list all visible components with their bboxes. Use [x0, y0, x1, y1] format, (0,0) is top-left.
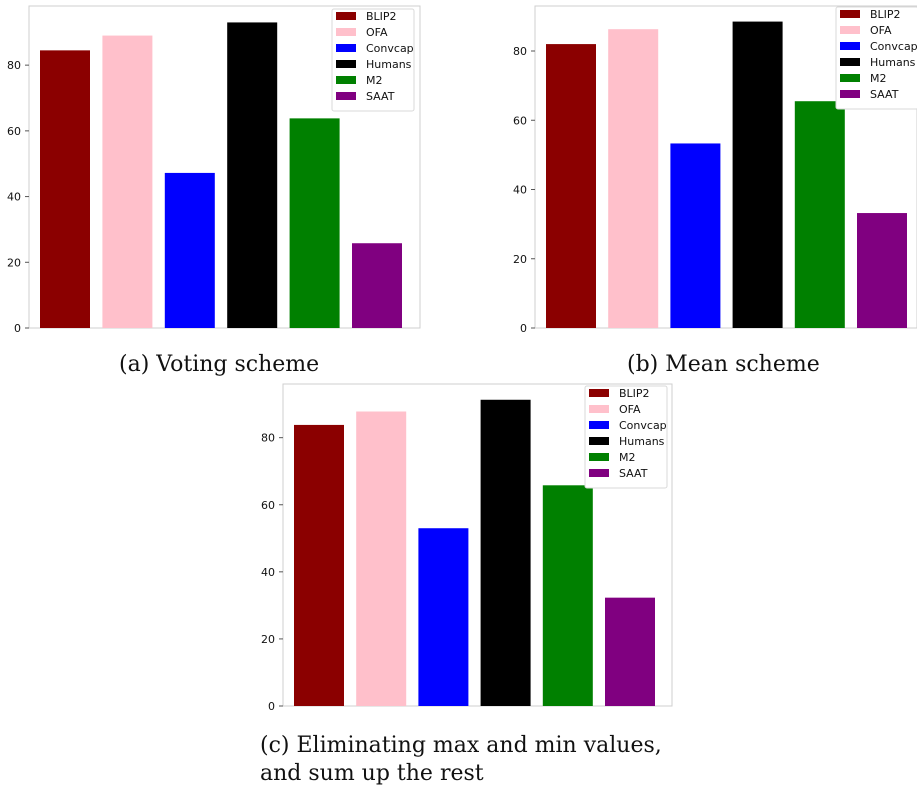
bar-convcap [670, 143, 721, 328]
bar-ofa [102, 35, 153, 328]
legend-swatch-saat [840, 90, 860, 98]
legend-label-ofa: OFA [366, 26, 388, 39]
bar-saat [352, 243, 402, 328]
legend-swatch-saat [336, 92, 356, 100]
y-tick-label: 60 [513, 114, 527, 127]
bar-m2 [794, 101, 845, 328]
y-tick-label: 40 [513, 184, 527, 197]
legend-label-blip2: BLIP2 [870, 8, 901, 21]
bar-blip2 [294, 424, 344, 706]
y-tick-label: 80 [261, 432, 275, 445]
legend-label-saat: SAAT [870, 88, 899, 101]
bar-saat [605, 597, 655, 706]
bar-humans [732, 21, 783, 328]
y-tick-label: 80 [7, 59, 21, 72]
y-tick-label: 20 [7, 256, 21, 269]
legend-label-ofa: OFA [870, 24, 892, 37]
y-tick-label: 20 [261, 633, 275, 646]
bar-m2 [289, 118, 340, 328]
y-tick-label: 60 [261, 499, 275, 512]
legend-label-humans: Humans [870, 56, 916, 69]
y-tick-label: 0 [268, 700, 275, 713]
bar-convcap [418, 528, 469, 706]
legend-label-convcap: Convcap [619, 419, 667, 432]
y-tick-label: 40 [261, 566, 275, 579]
y-tick-label: 80 [513, 45, 527, 58]
legend-label-saat: SAAT [366, 90, 395, 103]
bar-chart-c: 0 20 40 60 80 BLIP2 OFA Convcap Humans M2 SAAT [261, 383, 673, 713]
caption-b: (b) Mean scheme [627, 352, 820, 377]
bar-saat [857, 213, 907, 328]
caption-a: (a) Voting scheme [119, 352, 320, 377]
bar-chart-b: 0 20 40 60 80 BLIP2 OFA Convcap Humans M2 SAAT [513, 5, 917, 335]
legend-swatch-blip2 [336, 12, 356, 20]
legend-label-humans: Humans [619, 435, 665, 448]
legend-label-m2: M2 [870, 72, 887, 85]
legend-label-ofa: OFA [619, 403, 641, 416]
bar-chart-a: 0 20 40 60 80 BLIP2 OFA Convcap Humans M2 SAAT [7, 5, 421, 335]
chart-panel-c: 0 20 40 60 80 BLIP2 OFA Convcap Humans M2 SAAT [240, 380, 680, 715]
plot-frame [28, 5, 421, 329]
y-tick-label: 40 [7, 191, 21, 204]
bar-humans [480, 399, 531, 706]
legend-swatch-m2 [840, 74, 860, 82]
y-tick-label: 0 [520, 322, 527, 335]
bar-blip2 [546, 44, 596, 328]
legend-swatch-ofa [589, 405, 609, 413]
y-tick-label: 60 [7, 125, 21, 138]
caption-c-line-2: and sum up the rest [260, 761, 484, 786]
legend-label-m2: M2 [619, 451, 636, 464]
chart-panel-b: 0 20 40 60 80 BLIP2 OFA Convcap Humans M2 SAAT [490, 0, 917, 345]
chart-panel-a: 0 20 40 60 80 BLIP2 OFA Convcap Humans M2 SAAT [0, 0, 440, 345]
legend-swatch-convcap [840, 42, 860, 50]
legend-swatch-blip2 [589, 389, 609, 397]
legend-label-saat: SAAT [619, 467, 648, 480]
legend-label-m2: M2 [366, 74, 383, 87]
legend-label-humans: Humans [366, 58, 412, 71]
bar-ofa [356, 411, 407, 706]
plot-frame [282, 383, 673, 707]
legend-swatch-humans [840, 58, 860, 66]
y-tick-label: 0 [14, 322, 21, 335]
legend-swatch-ofa [336, 28, 356, 36]
caption-c: (c) Eliminating max and min values, and … [260, 732, 680, 788]
bar-m2 [542, 485, 593, 706]
legend-swatch-saat [589, 469, 609, 477]
bar-convcap [164, 172, 215, 328]
bar-ofa [608, 29, 659, 329]
legend-swatch-m2 [336, 76, 356, 84]
caption-c-line-1: (c) Eliminating max and min values, [260, 733, 662, 758]
legend-label-blip2: BLIP2 [619, 387, 650, 400]
legend-swatch-humans [336, 60, 356, 68]
plot-frame [534, 5, 917, 329]
legend-swatch-blip2 [840, 10, 860, 18]
bar-humans [227, 22, 278, 329]
legend-label-convcap: Convcap [366, 42, 414, 55]
legend-swatch-humans [589, 437, 609, 445]
legend-swatch-convcap [336, 44, 356, 52]
legend-label-convcap: Convcap [870, 40, 917, 53]
legend-swatch-convcap [589, 421, 609, 429]
legend-swatch-ofa [840, 26, 860, 34]
legend-label-blip2: BLIP2 [366, 10, 397, 23]
bar-blip2 [40, 50, 90, 328]
y-tick-label: 20 [513, 253, 527, 266]
legend-swatch-m2 [589, 453, 609, 461]
